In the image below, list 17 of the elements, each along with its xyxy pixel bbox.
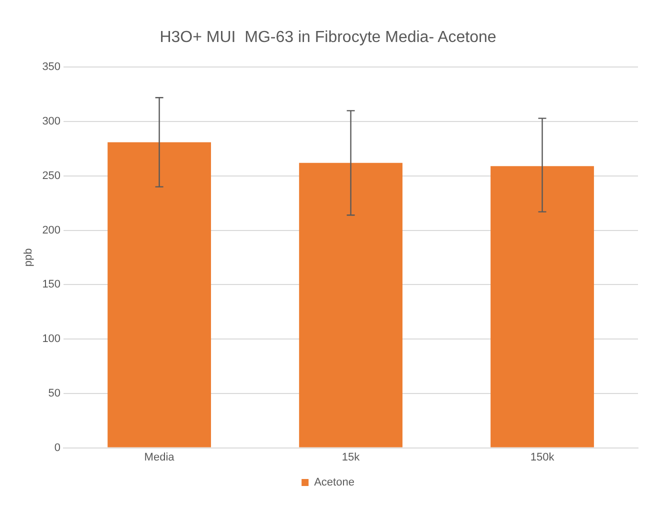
y-tick-label: 250 [42,170,61,182]
y-tick-label: 50 [48,387,61,400]
y-tick-label: 0 [54,442,61,454]
y-axis-title: ppb [22,248,35,267]
x-tick-label: Media [144,451,176,464]
legend-label: Acetone [314,476,354,489]
y-tick-label: 300 [42,116,61,128]
y-tick-label: 200 [42,224,61,236]
y-tick-label: 100 [42,333,61,346]
y-tick-label: 350 [42,61,61,74]
x-tick-label: 150k [530,451,555,464]
y-tick-label: 150 [42,278,61,291]
chart-title: H3O+ MUI MG-63 in Fibrocyte Media- Acetone [160,29,496,46]
x-tick-label: 15k [342,451,360,464]
bar [490,166,594,448]
bar [299,162,402,448]
bar [108,142,211,448]
